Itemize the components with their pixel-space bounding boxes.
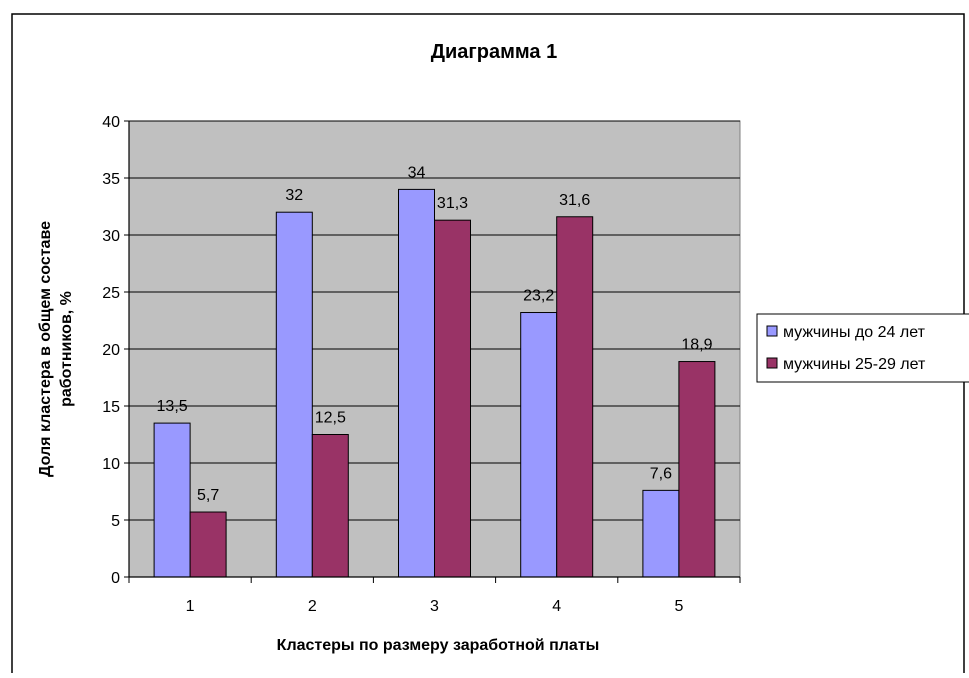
x-tick-labels: 1 2 3 4 5 bbox=[186, 598, 684, 615]
data-label-series-1: 23,2 bbox=[523, 288, 554, 305]
y-tick-label: 15 bbox=[102, 399, 120, 416]
y-axis-title: Доля кластера в общем составе работников… bbox=[37, 221, 75, 477]
y-tick-labels: 0 5 10 15 20 25 30 35 40 bbox=[102, 114, 120, 587]
x-tick-label: 2 bbox=[308, 598, 317, 615]
y-tick-label: 20 bbox=[102, 342, 120, 359]
legend-swatch-series-2 bbox=[766, 357, 778, 369]
data-label-series-2: 31,6 bbox=[559, 192, 590, 209]
bar-series-1 bbox=[520, 312, 558, 578]
data-label-series-2: 18,9 bbox=[681, 337, 712, 354]
data-label-series-1: 32 bbox=[285, 187, 303, 204]
y-tick-label: 25 bbox=[102, 285, 120, 302]
bars bbox=[153, 188, 716, 578]
x-tick-label: 4 bbox=[552, 598, 561, 615]
bar-series-2 bbox=[556, 216, 594, 578]
data-label-series-2: 5,7 bbox=[197, 487, 219, 504]
bar-series-1 bbox=[398, 188, 435, 578]
bar-series-2 bbox=[434, 219, 471, 578]
data-label-series-1: 13,5 bbox=[157, 398, 188, 415]
axes bbox=[124, 120, 741, 583]
y-tick-label: 0 bbox=[111, 570, 120, 587]
bar-series-1 bbox=[153, 422, 191, 578]
y-tick-label: 10 bbox=[102, 456, 120, 473]
data-label-series-1: 7,6 bbox=[650, 465, 672, 482]
x-axis-title: Кластеры по размеру заработной платы bbox=[277, 637, 600, 654]
legend-box bbox=[756, 313, 969, 383]
legend-label-series-1: мужчины до 24 лет bbox=[783, 324, 926, 341]
bar-series-1 bbox=[275, 211, 313, 578]
x-tick-label: 1 bbox=[186, 598, 195, 615]
bar-series-2 bbox=[678, 361, 716, 578]
data-label-series-2: 31,3 bbox=[437, 195, 468, 212]
y-axis-title-line-1: Доля кластера в общем составе bbox=[37, 221, 54, 477]
y-tick-label: 5 bbox=[111, 513, 120, 530]
legend-label-series-2: мужчины 25-29 лет bbox=[783, 356, 926, 373]
bar-series-2 bbox=[189, 511, 227, 578]
x-tick-label: 5 bbox=[674, 598, 683, 615]
legend: мужчины до 24 лет мужчины 25-29 лет bbox=[756, 313, 969, 383]
data-label-series-2: 12,5 bbox=[315, 410, 346, 427]
bar-series-1 bbox=[642, 489, 680, 578]
chart-title: Диаграмма 1 bbox=[431, 41, 557, 63]
legend-swatch-series-1 bbox=[766, 325, 778, 337]
y-axis-title-line-2: работников, % bbox=[58, 291, 75, 407]
y-tick-label: 40 bbox=[102, 114, 120, 131]
x-tick-label: 3 bbox=[430, 598, 439, 615]
data-label-series-1: 34 bbox=[408, 164, 426, 181]
y-tick-label: 35 bbox=[102, 171, 120, 188]
data-labels: 13,5 5,7 32 12,5 34 31,3 23,2 31,6 7,6 18,9 bbox=[157, 164, 713, 504]
bar-series-2 bbox=[311, 434, 349, 578]
y-tick-label: 30 bbox=[102, 228, 120, 245]
